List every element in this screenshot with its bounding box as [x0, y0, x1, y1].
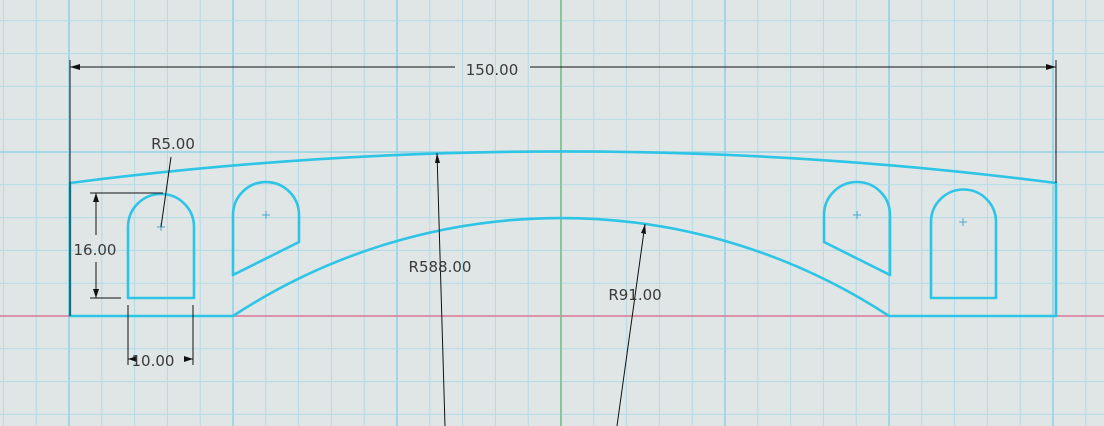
dim-slot-height[interactable]: 16.00 — [74, 241, 117, 259]
dimension-labels: 150.00 R5.00 16.00 10.00 R588.00 R91.00 — [74, 61, 662, 370]
dimensions — [69, 60, 1057, 426]
dim-inner-radius[interactable]: R91.00 — [608, 286, 661, 304]
sketch-profile[interactable] — [68, 150, 1058, 318]
dim-slot-width[interactable]: 10.00 — [132, 352, 175, 370]
slot-inner-right[interactable] — [822, 180, 892, 277]
outer-profile[interactable] — [68, 150, 1058, 318]
dim-overall-width[interactable]: 150.00 — [466, 61, 519, 79]
slot-right[interactable] — [929, 188, 998, 300]
dim-slot-radius[interactable]: R5.00 — [151, 135, 195, 153]
center-marks — [157, 211, 967, 231]
slot-left[interactable] — [126, 192, 196, 300]
slot-inner-left[interactable] — [231, 180, 301, 277]
dim-outer-radius[interactable]: R588.00 — [409, 258, 472, 276]
